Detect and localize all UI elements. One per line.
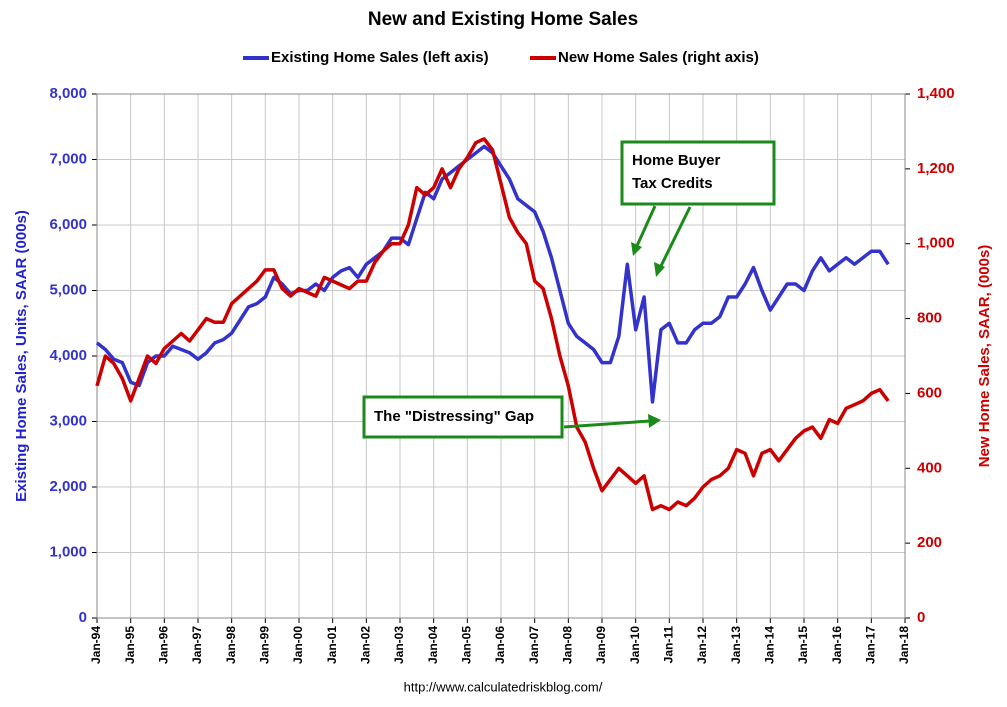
x-tick-label: Jan-12 xyxy=(695,626,709,664)
series-line xyxy=(95,137,890,512)
y2-tick-label: 1,400 xyxy=(917,85,955,102)
plot-frame xyxy=(96,93,906,619)
y2-tick-label: 0 xyxy=(917,609,925,626)
y-tick-label: 7,000 xyxy=(49,150,87,167)
arrow xyxy=(634,205,657,249)
y-tick-label: 8,000 xyxy=(49,85,87,102)
legend-label: Existing Home Sales (left axis) xyxy=(271,49,489,66)
x-tick-label: Jan-16 xyxy=(830,626,844,664)
y-tick-label: 5,000 xyxy=(49,281,87,298)
y-tick-label: 0 xyxy=(79,609,87,626)
x-tick-label: Jan-11 xyxy=(662,626,676,664)
arrow xyxy=(658,206,692,269)
annotation-text: The "Distressing" Gap xyxy=(374,408,534,425)
x-tick-label: Jan-97 xyxy=(190,626,204,664)
x-tick-label: Jan-07 xyxy=(527,626,541,664)
y2-tick-label: 800 xyxy=(917,310,942,327)
legend-label: New Home Sales (right axis) xyxy=(558,49,759,66)
y2-tick-label: 600 xyxy=(917,384,942,401)
x-tick-label: Jan-98 xyxy=(224,626,238,664)
x-tick-label: Jan-96 xyxy=(157,626,171,664)
arrow-head xyxy=(648,414,661,428)
x-tick-label: Jan-13 xyxy=(729,626,743,664)
arrow xyxy=(563,419,651,429)
x-tick-label: Jan-09 xyxy=(594,626,608,664)
x-tick-label: Jan-10 xyxy=(628,626,642,664)
source: http://www.calculatedriskblog.com/ xyxy=(404,679,603,694)
x-tick-label: Jan-02 xyxy=(359,626,373,664)
annotation-text: Home Buyer xyxy=(632,152,721,169)
annotation-gap: The "Distressing" Gap xyxy=(362,395,661,439)
x-tick-label: Jan-14 xyxy=(763,626,777,664)
annotation-text: Tax Credits xyxy=(632,175,713,192)
annotation-box xyxy=(620,140,776,206)
x-tick-label: Jan-04 xyxy=(426,626,440,664)
y-tick-label: 3,000 xyxy=(49,412,87,429)
annotation-box xyxy=(362,395,564,439)
y2-tick-label: 200 xyxy=(917,534,942,551)
y-tick-label: 4,000 xyxy=(49,347,87,364)
y-tick-label: 1,000 xyxy=(49,543,87,560)
y-axis-label: Existing Home Sales, Units, SAAR (000s) xyxy=(13,210,30,502)
arrow-head xyxy=(654,262,665,277)
x-tick-label: Jan-08 xyxy=(561,626,575,664)
x-tick-label: Jan-06 xyxy=(493,626,507,664)
chart-title: New and Existing Home Sales xyxy=(368,9,638,30)
annotation-tax-credits: Home Buyer Tax Credits xyxy=(620,140,776,277)
plot-area: 0 1,000 2,000 3,000 4,000 5,000 6,000 7,000 8,00… xyxy=(49,85,954,664)
x-tick-label: Jan-17 xyxy=(864,626,878,664)
arrow-head xyxy=(631,242,642,256)
y-tick-label: 6,000 xyxy=(49,216,87,233)
y-tick-label: 2,000 xyxy=(49,478,87,495)
y2-tick-label: 1,200 xyxy=(917,160,955,177)
x-tick-label: Jan-15 xyxy=(796,626,810,664)
x-tick-label: Jan-00 xyxy=(291,626,305,664)
x-tick-label: Jan-18 xyxy=(897,626,911,664)
x-tick-label: Jan-94 xyxy=(89,626,103,664)
x-tick-label: Jan-99 xyxy=(258,626,272,664)
y2-tick-label: 1,000 xyxy=(917,235,955,252)
y2-axis-label: New Home Sales, SAAR, (000s) xyxy=(976,245,993,468)
y2-tick-label: 400 xyxy=(917,459,942,476)
x-tick-label: Jan-05 xyxy=(460,626,474,664)
x-tick-label: Jan-03 xyxy=(392,626,406,664)
x-tick-label: Jan-01 xyxy=(325,626,339,664)
x-tick-label: Jan-95 xyxy=(123,626,137,664)
